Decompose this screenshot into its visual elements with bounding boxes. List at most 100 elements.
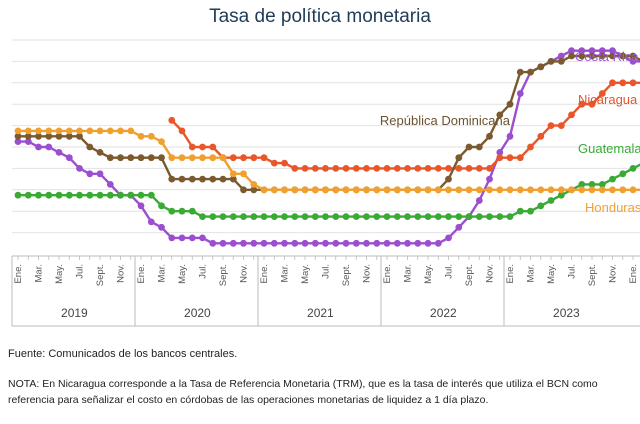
data-point <box>188 234 196 242</box>
data-point <box>199 154 206 162</box>
data-point <box>475 197 483 204</box>
data-point <box>527 143 534 151</box>
data-point <box>209 239 217 247</box>
data-point <box>35 191 42 199</box>
data-point <box>404 239 411 247</box>
data-point <box>455 186 463 194</box>
data-point <box>424 165 432 172</box>
data-point <box>199 175 206 183</box>
data-point <box>322 186 329 194</box>
data-point <box>527 186 534 194</box>
data-point <box>301 213 309 221</box>
x-tick-label: Mar. <box>157 264 168 282</box>
data-point <box>465 143 473 151</box>
data-point <box>332 239 340 247</box>
x-tick-label: Jul. <box>75 264 86 279</box>
data-point <box>506 100 514 108</box>
data-point <box>486 132 493 140</box>
x-tick-label: Sept. <box>95 264 106 286</box>
data-point <box>629 58 637 65</box>
x-tick-label: Sept. <box>587 264 598 286</box>
data-point <box>45 143 53 151</box>
data-point <box>475 143 483 151</box>
data-point <box>270 213 278 221</box>
data-point <box>373 165 381 172</box>
data-point <box>14 138 22 146</box>
data-point <box>322 213 329 221</box>
data-point <box>629 52 637 60</box>
data-point <box>455 154 463 162</box>
data-point <box>393 213 401 221</box>
data-point <box>414 213 422 221</box>
series-label-costa-rica: Costa Rica <box>575 49 639 64</box>
data-point <box>117 191 124 199</box>
data-point <box>188 175 196 183</box>
data-point <box>168 175 176 183</box>
data-point <box>537 186 545 194</box>
data-point <box>516 90 524 97</box>
data-point <box>240 154 247 162</box>
data-point <box>434 186 442 194</box>
series-label-honduras: Honduras <box>585 200 640 215</box>
data-point <box>383 239 391 247</box>
data-point <box>373 239 381 247</box>
x-tick-label: Nov. <box>608 264 619 283</box>
x-tick-label: Ene. <box>136 264 147 284</box>
data-point <box>557 52 565 60</box>
data-point <box>609 79 616 87</box>
data-point <box>291 186 299 194</box>
series-label-nicaragua: Nicaragua <box>578 92 638 107</box>
data-point <box>465 186 473 194</box>
data-point <box>96 127 104 135</box>
data-point <box>537 202 545 210</box>
data-point <box>96 149 104 156</box>
data-point <box>311 165 319 172</box>
data-point <box>619 186 627 194</box>
data-point <box>342 165 350 172</box>
data-point <box>588 52 596 60</box>
x-tick-label: Sept. <box>218 264 229 286</box>
data-point <box>281 213 288 221</box>
data-point <box>229 170 237 178</box>
data-point <box>363 186 370 194</box>
data-point <box>301 165 309 172</box>
data-point <box>240 170 247 178</box>
data-point <box>629 79 637 87</box>
data-point <box>147 191 155 199</box>
data-point <box>229 239 237 247</box>
data-point <box>178 207 186 215</box>
year-label: 2023 <box>553 306 580 320</box>
x-tick-label: Ene. <box>628 264 639 284</box>
series-layer <box>14 47 640 247</box>
data-point <box>557 191 565 199</box>
data-point <box>516 207 524 215</box>
x-tick-label: Nov. <box>239 264 250 283</box>
data-point <box>516 154 524 162</box>
x-tick-label: Ene. <box>505 264 516 284</box>
data-point <box>199 143 206 151</box>
data-point <box>137 191 145 199</box>
data-point <box>393 239 401 247</box>
data-point <box>14 127 22 135</box>
data-point <box>598 186 606 194</box>
data-point <box>516 186 524 194</box>
data-point <box>24 138 32 146</box>
data-point <box>445 165 452 172</box>
data-point <box>486 186 493 194</box>
line-chart: Ene. Mar. May. Jul. Sept. Nov. Ene. Mar. May. Jul… <box>11 39 640 327</box>
data-point <box>250 181 258 188</box>
data-point <box>117 154 124 162</box>
data-point <box>260 239 268 247</box>
data-point <box>424 213 432 221</box>
data-point <box>547 186 555 194</box>
data-point <box>76 165 83 172</box>
data-point <box>568 52 575 60</box>
data-point <box>219 213 227 221</box>
data-point <box>352 239 360 247</box>
data-point <box>270 186 278 194</box>
data-point <box>342 239 350 247</box>
data-point <box>188 154 196 162</box>
data-point <box>240 239 247 247</box>
x-tick-label: Nov. <box>485 264 496 283</box>
data-point <box>393 186 401 194</box>
